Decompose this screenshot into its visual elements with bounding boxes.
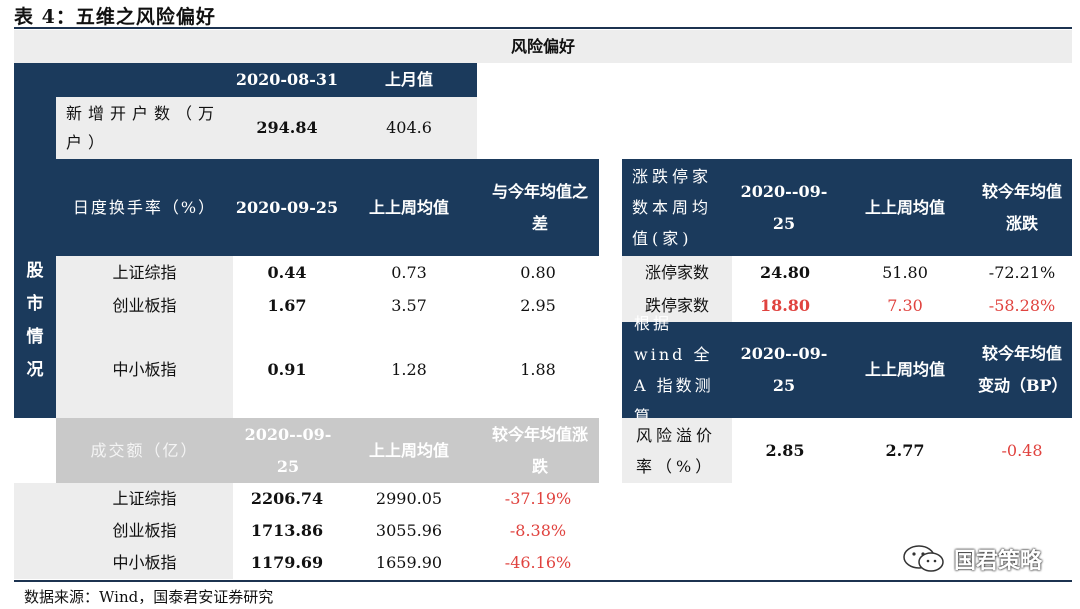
volume-label: 成交额（亿） xyxy=(90,440,199,460)
accounts-header xyxy=(56,63,477,97)
table-title: 表 4：五维之风险偏好 xyxy=(14,6,216,28)
limit-col2: 上上周均值 xyxy=(864,197,945,217)
limit-header xyxy=(622,159,1072,256)
turnover-row-v1: 0.91 xyxy=(267,360,307,379)
turnover-row-v1: 1.67 xyxy=(267,295,307,315)
wechat-icon xyxy=(902,543,946,575)
limit-row-v2: 7.30 xyxy=(887,295,923,315)
volume-row-v3: -8.38% xyxy=(509,521,567,540)
volume-row-v2: 3055.96 xyxy=(375,521,443,540)
limit-name-column xyxy=(622,256,732,322)
limit-row-v2: 51.80 xyxy=(882,262,928,282)
volume-row-v2: 1659.90 xyxy=(375,553,443,572)
limit-row-name: 跌停家数 xyxy=(644,295,709,315)
premium-col3: 较今年均值变动（BP） xyxy=(978,344,1068,395)
volume-row-name: 上证综指 xyxy=(112,489,177,508)
volume-date: 2020--09-25 xyxy=(244,424,332,476)
turnover-date: 2020-09-25 xyxy=(235,197,339,217)
limit-row-v3: -72.21% xyxy=(988,262,1056,282)
accounts-value: 294.84 xyxy=(256,118,318,137)
turnover-row-v3: 1.88 xyxy=(520,360,556,379)
volume-row-v3: -46.16% xyxy=(504,553,572,572)
bottom-rule xyxy=(14,580,1072,582)
premium-header xyxy=(622,322,1072,418)
accounts-prev-label: 上月值 xyxy=(384,70,433,89)
turnover-row-v3: 0.80 xyxy=(520,262,556,282)
volume-row-v2: 2990.05 xyxy=(375,489,443,508)
turnover-row-v1: 0.44 xyxy=(267,262,307,282)
turnover-col3: 与今年均值之差 xyxy=(491,181,588,233)
premium-v1: 2.85 xyxy=(765,440,805,460)
limit-row-name: 涨停家数 xyxy=(644,262,709,282)
limit-date: 2020--09-25 xyxy=(740,181,828,233)
turnover-row-name: 上证综指 xyxy=(112,262,177,282)
turnover-row-v2: 1.28 xyxy=(391,360,427,379)
volume-header xyxy=(56,418,599,483)
turnover-row-v3: 2.95 xyxy=(520,295,556,315)
turnover-label: 日度换手率（%） xyxy=(72,197,217,217)
premium-v3: -0.48 xyxy=(1001,440,1043,460)
premium-row-name: 风险溢价率（%） xyxy=(636,425,717,476)
volume-row-v1: 1179.69 xyxy=(250,553,324,572)
turnover-row-v2: 0.73 xyxy=(391,262,427,282)
turnover-name-column xyxy=(56,256,233,418)
limit-col3: 较今年均值涨跌 xyxy=(981,181,1062,233)
top-rule xyxy=(14,27,1072,29)
volume-name-column xyxy=(14,483,233,579)
section-header: 风险偏好 xyxy=(14,30,1072,63)
volume-col2: 上上周均值 xyxy=(368,440,449,460)
volume-row-v1: 1713.86 xyxy=(250,521,324,540)
watermark-text: 国君策略 xyxy=(953,549,1042,574)
side-label: 股 市 情 况 xyxy=(26,261,44,380)
accounts-prev: 404.6 xyxy=(386,118,432,137)
premium-date: 2020--09-25 xyxy=(740,344,828,395)
turnover-header xyxy=(56,159,599,256)
premium-label: 根据 wind 全 A 指数测算 xyxy=(634,314,714,426)
turnover-row-name: 中小板指 xyxy=(112,360,177,379)
accounts-row xyxy=(56,97,477,159)
limit-label: 涨跌停家数本周均值(家) xyxy=(632,166,713,248)
premium-col2: 上上周均值 xyxy=(864,360,945,379)
turnover-col2: 上上周均值 xyxy=(368,197,449,217)
volume-col3: 较今年均值涨跌 xyxy=(491,424,588,476)
accounts-label: 新增开户数（万户） xyxy=(66,104,221,152)
volume-row-v3: -37.19% xyxy=(504,489,572,508)
premium-name-cell xyxy=(622,418,732,483)
premium-v2: 2.77 xyxy=(885,440,925,460)
turnover-row-name: 创业板指 xyxy=(112,295,177,315)
volume-row-v1: 2206.74 xyxy=(250,489,324,508)
limit-row-v1: 18.80 xyxy=(759,295,811,315)
limit-row-v3: -58.28% xyxy=(988,295,1056,315)
limit-row-v1: 24.80 xyxy=(759,262,811,282)
watermark: 国君策略 xyxy=(902,543,1042,575)
volume-row-name: 中小板指 xyxy=(112,553,177,572)
turnover-row-v2: 3.57 xyxy=(391,295,427,315)
volume-row-name: 创业板指 xyxy=(112,521,177,540)
source-note: 数据来源：Wind，国泰君安证券研究 xyxy=(24,588,274,606)
side-column xyxy=(14,63,56,418)
accounts-date: 2020-08-31 xyxy=(235,70,339,89)
